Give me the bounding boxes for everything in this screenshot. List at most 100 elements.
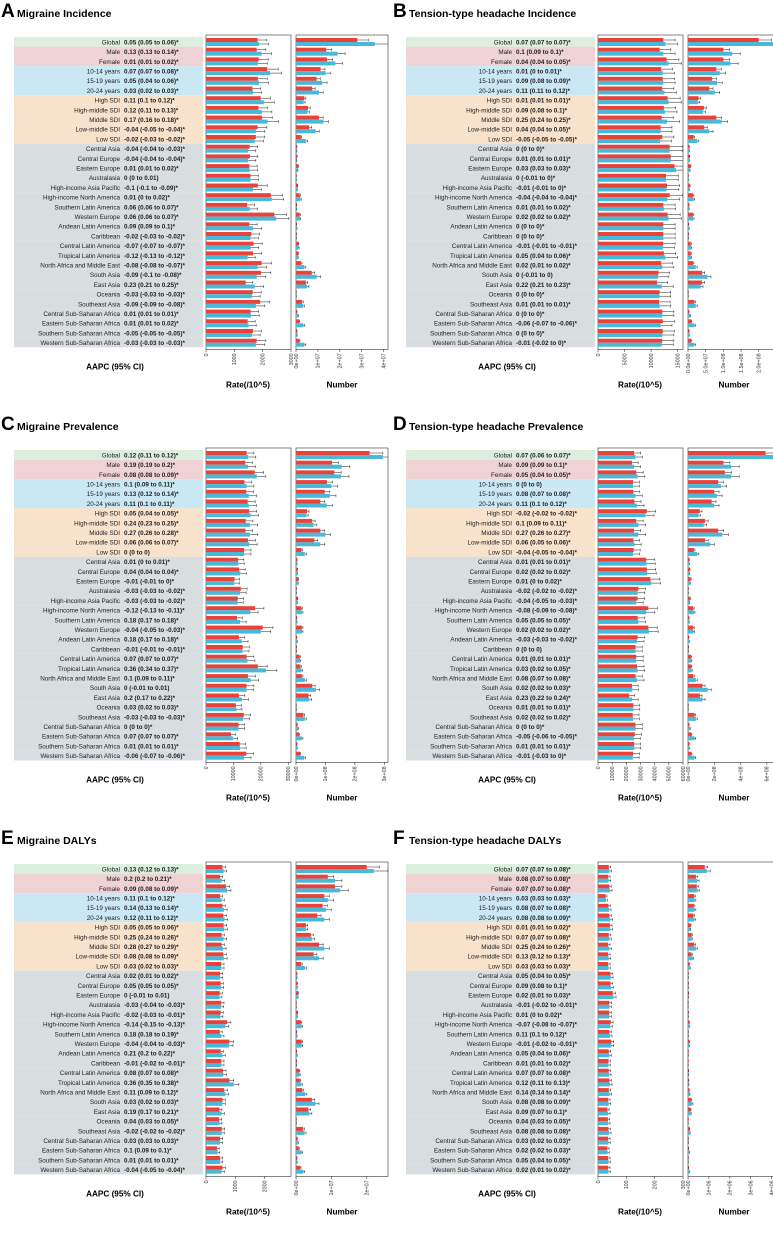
aapc-value: 0.13 (0.13 to 0.14)* bbox=[124, 49, 179, 56]
region-label: 20-24 years bbox=[87, 88, 120, 95]
aapc-value: 0.1 (0.09 to 0.11)* bbox=[124, 676, 175, 683]
number-axis-title: Number bbox=[327, 1207, 359, 1216]
region-label: High-income North America bbox=[43, 195, 120, 202]
row-band bbox=[14, 883, 203, 894]
number-bar-1990 bbox=[296, 884, 335, 889]
number-bar-2021 bbox=[688, 265, 696, 270]
rate-bar-1990 bbox=[206, 105, 259, 110]
rate-bar-1990 bbox=[598, 1097, 609, 1102]
row-band bbox=[406, 328, 595, 338]
number-bar-1990 bbox=[688, 212, 693, 217]
number-bar-2021 bbox=[296, 1024, 302, 1029]
row-band bbox=[406, 517, 595, 528]
number-bar-2021 bbox=[296, 464, 342, 469]
rate-bar-1990 bbox=[206, 952, 224, 957]
number-bar-2021 bbox=[296, 678, 305, 683]
region-label: Central Europe bbox=[78, 156, 121, 163]
number-bar-1990 bbox=[296, 319, 300, 324]
rate-bar-2021 bbox=[598, 878, 609, 883]
region-label: Oceania bbox=[97, 705, 121, 712]
aapc-value: 0.05 (0.04 to 0.05)* bbox=[516, 472, 571, 479]
rate-bar-1990 bbox=[206, 884, 226, 889]
rate-bar-1990 bbox=[598, 751, 634, 756]
number-bar-1990 bbox=[688, 751, 692, 756]
rate-bar-2021 bbox=[598, 571, 648, 576]
rate-bar-2021 bbox=[206, 313, 252, 318]
aapc-value: -0.04 (-0.04 to -0.04)* bbox=[516, 195, 577, 202]
aapc-value: -0.04 (-0.04 to -0.03)* bbox=[124, 146, 185, 153]
rate-bar-1990 bbox=[206, 202, 248, 207]
row-band bbox=[406, 1067, 595, 1078]
number-bar-1990 bbox=[296, 115, 319, 120]
region-label: Western Europe bbox=[467, 214, 513, 221]
number-bar-2021 bbox=[688, 639, 690, 644]
region-label: Female bbox=[99, 472, 120, 479]
number-bar-2021 bbox=[296, 158, 297, 163]
region-label: Global bbox=[494, 866, 512, 873]
aapc-value: -0.1 (-0.1 to -0.09)* bbox=[124, 185, 178, 192]
number-bar-2021 bbox=[688, 668, 692, 673]
rate-bar-2021 bbox=[206, 639, 242, 644]
region-label: High-income Asia Pacific bbox=[51, 1012, 120, 1019]
rate-bar-1990 bbox=[598, 894, 606, 899]
number-bar-2021 bbox=[296, 755, 305, 760]
aapc-value: -0.05 (-0.05 to -0.05)* bbox=[124, 330, 185, 337]
number-bar-2021 bbox=[688, 206, 689, 211]
row-band bbox=[14, 634, 203, 644]
number-bar-1990 bbox=[296, 470, 335, 475]
rate-bar-1990 bbox=[206, 280, 246, 285]
rate-bar-2021 bbox=[206, 966, 222, 970]
number-bar-2021 bbox=[688, 649, 689, 653]
tick-label: 10000 bbox=[231, 766, 237, 781]
rate-bar-1990 bbox=[598, 606, 649, 611]
region-label: Andean Latin America bbox=[450, 224, 512, 231]
rate-bar-1990 bbox=[598, 47, 660, 52]
aapc-value: 0.05 (0.04 to 0.05)* bbox=[516, 1157, 571, 1164]
region-label: 10-14 years bbox=[479, 482, 512, 489]
row-band bbox=[14, 1155, 203, 1165]
region-label: Central Latin America bbox=[60, 656, 121, 663]
number-bar-2021 bbox=[688, 619, 690, 624]
row-band bbox=[406, 95, 595, 105]
aapc-value: 0 (0 to 0)* bbox=[516, 146, 545, 153]
rate-bar-2021 bbox=[598, 687, 633, 692]
row-band bbox=[14, 864, 203, 874]
rate-bar-1990 bbox=[206, 460, 246, 465]
rate-bar-1990 bbox=[206, 1020, 228, 1025]
rate-bar-2021 bbox=[206, 100, 264, 105]
number-bar-1990 bbox=[296, 241, 299, 246]
rate-bar-2021 bbox=[598, 629, 649, 634]
number-bar-1990 bbox=[296, 47, 327, 52]
number-bar-2021 bbox=[296, 898, 328, 903]
aapc-value: 0.11 (0.1 to 0.12)* bbox=[124, 98, 175, 105]
number-bar-1990 bbox=[296, 96, 305, 101]
region-label: Low-middle SDI bbox=[76, 540, 121, 547]
rate-bar-2021 bbox=[206, 552, 245, 556]
aapc-value: 0 (-0.01 to 0) bbox=[516, 272, 553, 279]
aapc-value: 0.27 (0.26 to 0.28)* bbox=[124, 530, 179, 537]
number-bar-2021 bbox=[688, 158, 690, 163]
region-label: Middle SDI bbox=[481, 944, 512, 951]
aapc-value: 0.02 (0.01 to 0.03)* bbox=[516, 993, 571, 1000]
row-band bbox=[14, 269, 203, 280]
row-band bbox=[406, 469, 595, 480]
row-band bbox=[406, 912, 595, 923]
region-label: Southern Latin America bbox=[55, 1031, 121, 1038]
number-bar-2021 bbox=[296, 888, 341, 893]
number-bar-2021 bbox=[296, 168, 298, 173]
rate-bar-2021 bbox=[206, 716, 244, 721]
rate-bar-2021 bbox=[598, 493, 636, 498]
panel-title: Migraine DALYs bbox=[17, 835, 97, 847]
tick-label: 0 bbox=[204, 353, 210, 356]
aapc-value: 0.12 (0.11 to 0.13)* bbox=[516, 1080, 571, 1087]
row-band bbox=[406, 1116, 595, 1126]
aapc-value: 0.13 (0.12 to 0.13)* bbox=[124, 866, 179, 873]
row-band bbox=[14, 1125, 203, 1136]
number-chart: 0e+00 2e+08 4e+08 6e+08 bbox=[686, 447, 773, 782]
tick-label: 5000 bbox=[622, 353, 628, 365]
number-bar-1990 bbox=[688, 625, 694, 630]
region-label: Central Asia bbox=[86, 973, 120, 980]
rate-bar-1990 bbox=[206, 1165, 223, 1170]
region-label: Middle SDI bbox=[89, 944, 120, 951]
number-bar-2021 bbox=[296, 493, 330, 498]
